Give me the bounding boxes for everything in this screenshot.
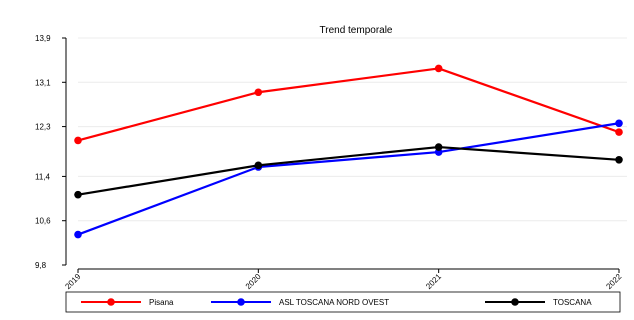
legend: Pisana ASL TOSCANA NORD OVEST TOSCANA [65, 291, 621, 313]
legend-label: TOSCANA [553, 298, 592, 307]
data-point [74, 136, 82, 145]
data-point [254, 161, 263, 170]
data-point [434, 143, 443, 151]
series-line [77, 67, 620, 142]
data-point [434, 64, 443, 73]
data-point [615, 119, 623, 128]
legend-label: ASL TOSCANA NORD OVEST [279, 298, 389, 307]
legend-label: Pisana [149, 298, 174, 307]
y-tick-label: 10,6 [35, 217, 51, 226]
y-tick-label: 13,9 [35, 34, 51, 43]
x-tick-label: 2022 [604, 272, 623, 291]
x-tick-label: 2021 [424, 272, 443, 291]
y-tick-label: 11,4 [35, 172, 51, 181]
x-tick-label: 2019 [63, 272, 82, 291]
series-line [77, 145, 620, 196]
series-line [77, 122, 620, 236]
legend-swatch-marker [237, 298, 245, 306]
grid [78, 37, 627, 222]
data-point [615, 156, 623, 164]
data-point [74, 230, 82, 239]
legend-swatch-marker [511, 298, 519, 306]
x-tick-label: 2020 [244, 272, 263, 291]
y-tick-label: 12,3 [35, 123, 51, 132]
chart-title: Trend temporale [320, 25, 393, 36]
legend-box [65, 291, 621, 313]
data-point [615, 128, 623, 136]
y-tick-label: 9,8 [35, 261, 47, 270]
series-lines [74, 64, 623, 239]
axes: 9,8 10,6 11,4 12,3 13,1 13,9 2019 2020 2021 2022 [35, 34, 624, 291]
legend-swatch-marker [107, 298, 115, 306]
data-point [74, 190, 82, 199]
y-tick-label: 13,1 [35, 78, 51, 87]
data-point [254, 88, 263, 97]
